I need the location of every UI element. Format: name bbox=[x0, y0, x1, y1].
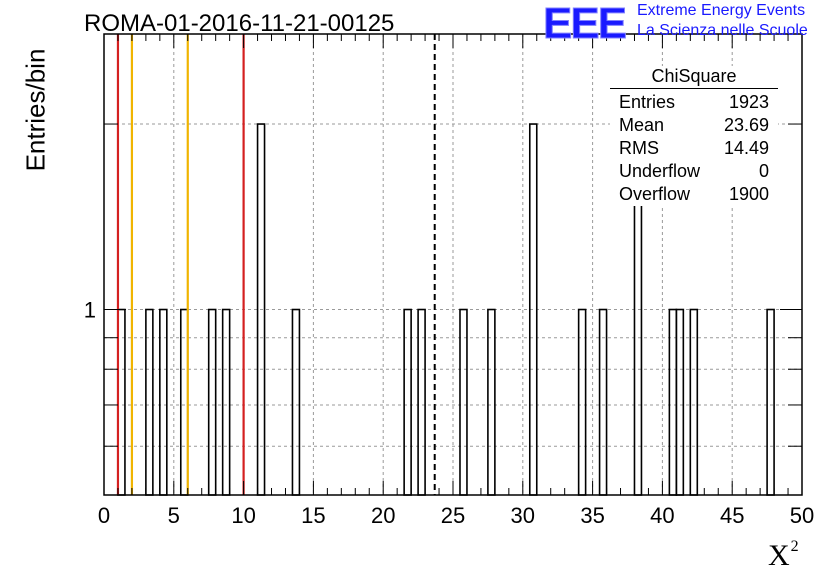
x-axis-label: X2 bbox=[768, 538, 799, 573]
x-tick-label: 25 bbox=[441, 503, 465, 528]
stats-value: 14.49 bbox=[723, 138, 769, 158]
axis-ticks: 0 5 10 15 20 25 30 35 40 45 50 1 bbox=[84, 34, 814, 528]
stats-value: 23.69 bbox=[723, 115, 769, 135]
y-tick-label: 1 bbox=[84, 298, 96, 323]
chart-title: ROMA-01-2016-11-21-00125 bbox=[84, 10, 395, 37]
logo-text: EEE bbox=[543, 2, 626, 42]
logo-caption-line2: La Scienza nelle Scuole bbox=[637, 22, 808, 39]
x-tick-label: 10 bbox=[231, 503, 255, 528]
stats-value: 1900 bbox=[728, 184, 769, 204]
y-axis-label: Entries/bin bbox=[20, 48, 51, 172]
reference-lines bbox=[116, 34, 436, 495]
x-tick-label: 40 bbox=[650, 503, 674, 528]
x-tick-label: 30 bbox=[511, 503, 535, 528]
x-tick-label: 5 bbox=[168, 503, 180, 528]
stats-label: Overflow bbox=[619, 184, 691, 204]
stats-row-underflow: Underflow 0 bbox=[610, 160, 778, 183]
stats-label: RMS bbox=[619, 138, 659, 158]
stats-label: Underflow bbox=[619, 161, 701, 181]
x-tick-label: 45 bbox=[720, 503, 744, 528]
x-tick-label: 15 bbox=[301, 503, 325, 528]
stats-row-rms: RMS 14.49 bbox=[610, 137, 778, 160]
x-tick-label: 35 bbox=[580, 503, 604, 528]
x-axis-label-base: X bbox=[768, 539, 790, 572]
stats-value: 1923 bbox=[728, 92, 769, 112]
stats-label: Mean bbox=[619, 115, 665, 135]
stats-box: ChiSquare Entries 1923 Mean 23.69 RMS 14… bbox=[610, 66, 778, 206]
stats-label: Entries bbox=[619, 92, 676, 112]
x-tick-label: 20 bbox=[371, 503, 395, 528]
x-axis-label-superscript: 2 bbox=[790, 538, 799, 555]
logo-caption-line1: Extreme Energy Events bbox=[637, 2, 806, 19]
stats-row-mean: Mean 23.69 bbox=[610, 114, 778, 137]
eee-logo: EEE bbox=[543, 2, 629, 42]
stats-row-overflow: Overflow 1900 bbox=[610, 183, 778, 206]
stats-value: 0 bbox=[758, 161, 769, 181]
stats-title: ChiSquare bbox=[610, 66, 778, 89]
stats-row-entries: Entries 1923 bbox=[610, 91, 778, 114]
x-tick-label: 0 bbox=[98, 503, 110, 528]
x-tick-label: 50 bbox=[790, 503, 814, 528]
